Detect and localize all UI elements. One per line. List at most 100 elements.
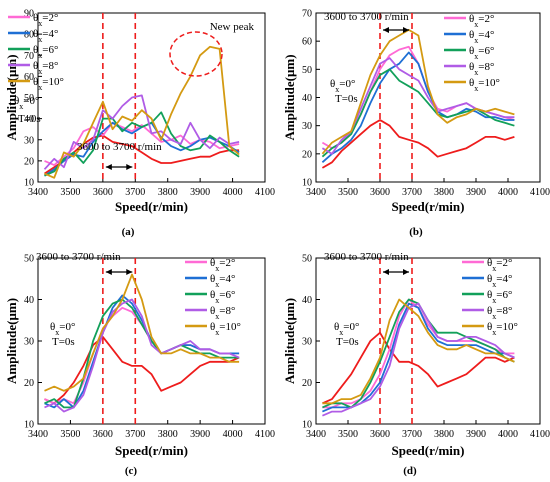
series-line-theta-0: [44, 335, 240, 405]
legend-label: θx=4°: [469, 29, 494, 45]
legend-label: θx=10°: [210, 321, 241, 337]
x-tick-label: 4000: [498, 429, 518, 440]
y-tick-label: 10: [302, 178, 312, 189]
band-arrow-head: [403, 27, 409, 33]
legend-label: θx=8°: [210, 305, 235, 321]
annotation-band: 3600 to 3700 r/min: [324, 251, 409, 263]
y-tick-label: 70: [24, 51, 34, 62]
y-tick-label: 20: [24, 156, 34, 167]
annotation-new-peak: New peak: [210, 21, 255, 33]
x-tick-label: 3400: [28, 187, 48, 198]
legend-label: θx=8°: [487, 305, 512, 321]
annotation-band: 3600 to 3700 r/min: [36, 251, 121, 263]
y-tick-label: 40: [24, 114, 34, 125]
y-tick-label: 50: [24, 93, 34, 104]
series-line-theta-8: [322, 302, 515, 417]
y-tick-label: 20: [24, 378, 34, 389]
band-arrow-head: [383, 27, 389, 33]
y-tick-label: 50: [302, 254, 312, 265]
x-tick-label: 3700: [402, 429, 422, 440]
x-tick-label: 3700: [402, 187, 422, 198]
x-tick-label: 4100: [530, 429, 550, 440]
legend-label: θx=2°: [469, 13, 494, 29]
series-line-theta-8: [44, 298, 240, 413]
annotation-time: T=0s: [52, 336, 75, 348]
y-axis-title: Amplitude(μm): [282, 54, 297, 140]
x-tick-label: 3600: [370, 187, 390, 198]
y-tick-label: 30: [302, 337, 312, 348]
legend-label: θx=6°: [210, 289, 235, 305]
y-axis-title: Amplitude(μm): [4, 54, 19, 140]
series-line-theta-6: [321, 68, 515, 158]
series-line-theta-6: [44, 111, 240, 177]
series-line-theta-0: [321, 119, 515, 169]
y-tick-label: 30: [24, 337, 34, 348]
y-tick-label: 60: [24, 72, 34, 83]
legend: θx=2°θx=4°θx=6°θx=8°θx=10°: [8, 12, 64, 92]
chart-panel-c: 3400 3500 3600 3700 3800 3900 4000 4100 10 20 30 40…: [4, 251, 275, 477]
legend: θx=2°θx=4°θx=6°θx=8°θx=10°: [462, 257, 518, 337]
y-tick-label: 20: [302, 378, 312, 389]
y-tick-label: 10: [24, 178, 34, 189]
x-tick-label: 3500: [60, 429, 80, 440]
x-tick-label: 3800: [434, 187, 454, 198]
y-tick-label: 30: [24, 135, 34, 146]
x-tick-label: 3900: [190, 187, 210, 198]
y-tick-label: 40: [24, 295, 34, 306]
legend-label: θx=6°: [469, 45, 494, 61]
legend-label: θx=8°: [33, 60, 58, 76]
y-tick-label: 40: [302, 295, 312, 306]
x-tick-label: 3500: [338, 187, 358, 198]
legend: θx=2°θx=4°θx=6°θx=8°θx=10°: [185, 257, 241, 337]
legend-label: θx=10°: [33, 76, 64, 92]
legend-label: θx=2°: [210, 257, 235, 273]
legend-label: θx=10°: [487, 321, 518, 337]
y-axis-title: Amplitude(μm): [282, 298, 297, 384]
x-tick-label: 3400: [306, 429, 326, 440]
x-tick-label: 4100: [255, 187, 275, 198]
legend-label: θx=8°: [469, 61, 494, 77]
series-line-theta-10: [321, 28, 515, 155]
annotation-theta0: θx=0°: [50, 321, 75, 337]
y-tick-label: 80: [24, 30, 34, 41]
x-tick-label: 3700: [125, 429, 145, 440]
x-tick-label: 4100: [255, 429, 275, 440]
legend-label: θx=4°: [33, 28, 58, 44]
legend-label: θx=10°: [469, 77, 500, 93]
annotation-theta0: θx=0°: [334, 321, 359, 337]
band-arrow-head: [126, 164, 133, 170]
x-tick-label: 3900: [466, 187, 486, 198]
x-tick-label: 3600: [370, 429, 390, 440]
legend: θx=2°θx=4°θx=6°θx=8°θx=10°: [444, 13, 500, 93]
x-tick-label: 4000: [223, 429, 243, 440]
panel-label: (c): [125, 465, 138, 477]
x-axis-title: Speed(r/min): [115, 199, 188, 214]
annotation-band: 3600 to 3700 r/min: [77, 141, 162, 153]
legend-label: θx=4°: [487, 273, 512, 289]
x-tick-label: 3600: [93, 429, 113, 440]
chart-panel-d: 3400 3500 3600 3700 3800 3900 4000 4100 10 20 30 40…: [282, 251, 550, 477]
y-tick-label: 10: [302, 420, 312, 431]
chart-panel-b: 3400 3500 3600 3700 3800 3900 4000 4100 10 20 30 40…: [282, 9, 550, 239]
y-tick-label: 90: [24, 9, 34, 20]
series-line-theta-4: [321, 51, 515, 163]
y-axis-title: Amplitude(μm): [4, 298, 19, 384]
band-arrow-head: [105, 164, 112, 170]
series-line-theta-0: [322, 331, 515, 405]
annotation-theta0: θx=0°: [14, 95, 39, 111]
x-tick-label: 3800: [158, 187, 178, 198]
y-tick-label: 60: [302, 37, 312, 48]
y-tick-label: 70: [302, 9, 312, 20]
x-tick-label: 3900: [466, 429, 486, 440]
chart-panel-a: 3400 3500 3600 3700 3800 3900 4000 4100 10 20 30 40…: [4, 9, 275, 239]
new-peak-circle: [169, 31, 223, 77]
series-line-theta-10: [44, 273, 240, 392]
y-tick-label: 40: [302, 93, 312, 104]
series-line-theta-10: [322, 298, 515, 405]
panel-label: (b): [409, 226, 423, 238]
y-tick-label: 10: [24, 420, 34, 431]
annotation-time: T=0s: [335, 93, 358, 105]
legend-label: θx=4°: [210, 273, 235, 289]
annotation-time: T=0s: [18, 113, 41, 125]
series-line-theta-6: [44, 298, 240, 409]
